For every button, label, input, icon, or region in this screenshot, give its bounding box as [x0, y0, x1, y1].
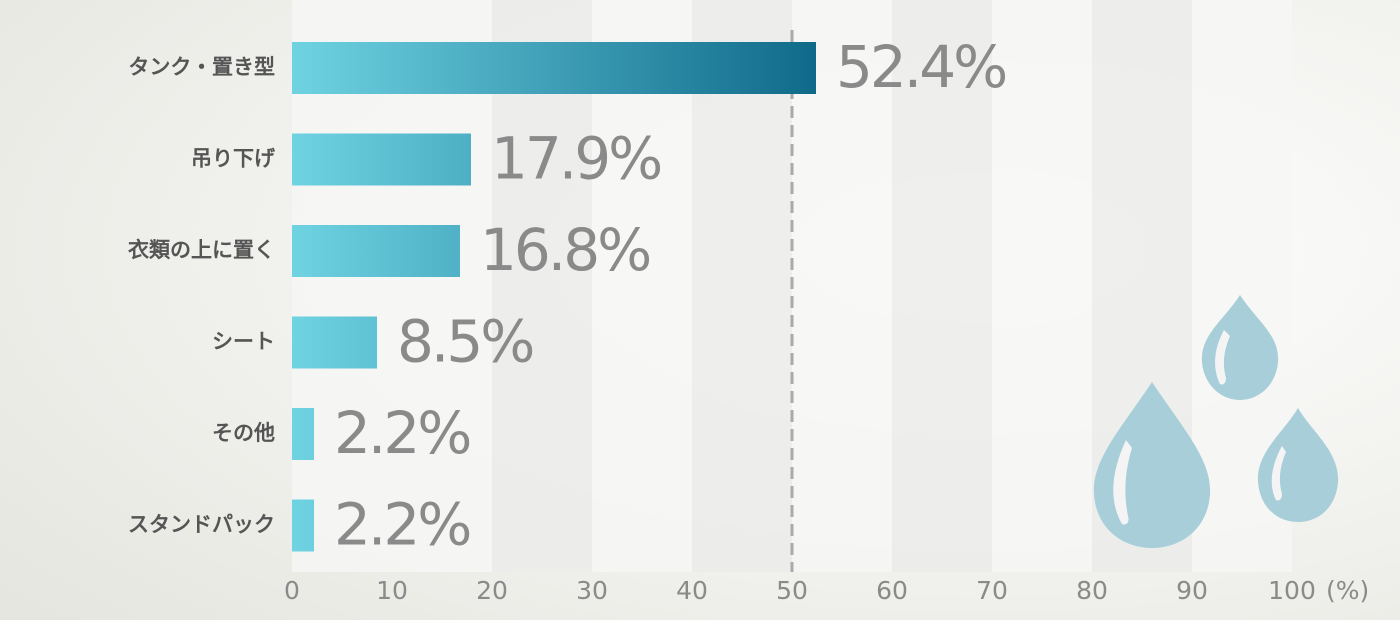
column-band [992, 0, 1092, 572]
x-tick-label: 40 [676, 576, 708, 605]
x-tick-label: 30 [576, 576, 608, 605]
value-label: 17.9% [491, 125, 660, 193]
bar [292, 408, 314, 460]
column-band [792, 0, 892, 572]
x-tick-label: 50 [776, 576, 808, 605]
value-label: 8.5% [397, 308, 532, 376]
column-band [892, 0, 992, 572]
plot: 0 10 20 30 40 50 60 70 80 90 100 (%) タンク・置き型 52.4% 吊り下… [128, 30, 1369, 605]
column-band [292, 0, 392, 572]
x-tick-label: 80 [1076, 576, 1108, 605]
x-tick-label: 90 [1176, 576, 1208, 605]
column-band [592, 0, 692, 572]
bar [292, 42, 816, 94]
category-label: タンク・置き型 [128, 55, 275, 79]
category-label: 衣類の上に置く [128, 238, 275, 262]
category-label: その他 [212, 421, 275, 445]
value-label: 16.8% [480, 216, 649, 284]
x-tick-label: 0 [284, 576, 300, 605]
column-band [392, 0, 492, 572]
bar [292, 133, 471, 186]
value-label: 52.4% [836, 33, 1005, 101]
x-tick-label: 70 [976, 576, 1008, 605]
x-tick-label: 20 [476, 576, 508, 605]
bar [292, 499, 314, 552]
column-band [692, 0, 792, 572]
category-label: シート [212, 330, 275, 354]
x-tick-label: 10 [376, 576, 408, 605]
x-tick-label: 60 [876, 576, 908, 605]
drop-highlights [1113, 330, 1286, 525]
category-label: 吊り下げ [191, 147, 276, 171]
bar [292, 225, 460, 277]
value-label: 2.2% [334, 399, 469, 467]
column-band [492, 0, 592, 572]
bar [292, 316, 377, 369]
value-label: 2.2% [334, 491, 469, 559]
x-tick-label: 100 [1268, 576, 1316, 605]
category-label: スタンドパック [128, 513, 275, 537]
x-unit: (%) [1326, 576, 1369, 605]
